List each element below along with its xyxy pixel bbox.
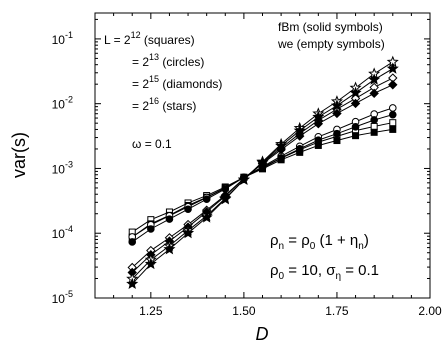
star-marker — [275, 139, 288, 151]
diamond-marker — [388, 80, 398, 90]
x-tick-label: 1.25 — [139, 304, 163, 318]
y-tick-label: 10-2 — [52, 95, 73, 112]
legend-L-item: L = 212 (squares) — [104, 30, 195, 47]
star-marker — [330, 99, 343, 111]
diamond-marker — [313, 119, 324, 129]
square-marker — [389, 119, 397, 127]
star-marker — [163, 242, 176, 255]
square-marker — [370, 128, 378, 136]
circle-marker — [351, 122, 360, 131]
circle-marker — [202, 195, 211, 204]
star-marker — [182, 226, 195, 239]
circle-marker — [295, 145, 304, 153]
y-axis-label: var(s) — [9, 132, 29, 178]
diamond-marker — [350, 98, 361, 109]
star-marker — [219, 192, 232, 205]
axis-ticks: 1.25 1.50 1.75 2.00 10-5 10-4 10-3 10-2 10-1 — [52, 13, 442, 318]
legend-fbm: fBm (solid symbols) — [278, 20, 383, 34]
circle-marker — [388, 110, 397, 119]
circle-marker — [314, 136, 323, 144]
star-marker — [293, 124, 306, 136]
x-axis-label: D — [256, 324, 269, 344]
y-tick-label: 10-4 — [52, 224, 73, 241]
y-tick-label: 10-3 — [52, 159, 73, 176]
x-tick-label: 1.75 — [325, 304, 349, 318]
star-marker — [144, 257, 157, 270]
star-marker — [349, 86, 362, 99]
star-marker — [237, 173, 250, 185]
square-marker — [389, 125, 397, 133]
diamond-marker — [332, 108, 342, 119]
series-circle — [128, 104, 397, 246]
legend-L-item: = 213 (circles) — [132, 52, 204, 69]
circle-marker — [128, 238, 137, 246]
circle-marker — [165, 215, 174, 223]
legend-L-item: = 215 (diamonds) — [132, 74, 222, 91]
diamond-marker — [369, 88, 379, 99]
circle-marker — [388, 104, 397, 112]
star-marker — [256, 156, 269, 168]
square-marker — [370, 122, 378, 130]
square-marker — [333, 137, 341, 145]
series-star — [126, 55, 399, 290]
legend-L-item: = 216 (stars) — [132, 96, 196, 113]
omega-label: ω = 0.1 — [132, 137, 172, 151]
star-marker — [126, 277, 139, 290]
circle-marker — [370, 116, 378, 124]
legend-system-sizes: L = 212 (squares) = 213 (circles) = 215 (d… — [104, 30, 222, 113]
y-tick-label: 10-5 — [52, 289, 73, 306]
star-marker — [368, 73, 381, 85]
star-marker — [312, 110, 325, 123]
x-tick-label: 1.50 — [232, 304, 256, 318]
circle-marker — [277, 154, 285, 162]
star-marker — [200, 211, 213, 223]
formula-rho: ρn = ρ0 (1 + ηn) — [270, 232, 369, 252]
circle-marker — [333, 129, 341, 138]
circle-marker — [184, 205, 192, 214]
y-tick-label: 10-1 — [52, 30, 73, 47]
legend-we: we (empty symbols) — [277, 37, 385, 51]
formula-params: ρ0 = 10, ση = 0.1 — [270, 262, 379, 282]
x-tick-label: 2.00 — [418, 304, 442, 318]
series-layer — [126, 55, 399, 290]
square-marker — [352, 132, 360, 140]
circle-marker — [147, 225, 155, 233]
star-marker — [386, 62, 399, 74]
